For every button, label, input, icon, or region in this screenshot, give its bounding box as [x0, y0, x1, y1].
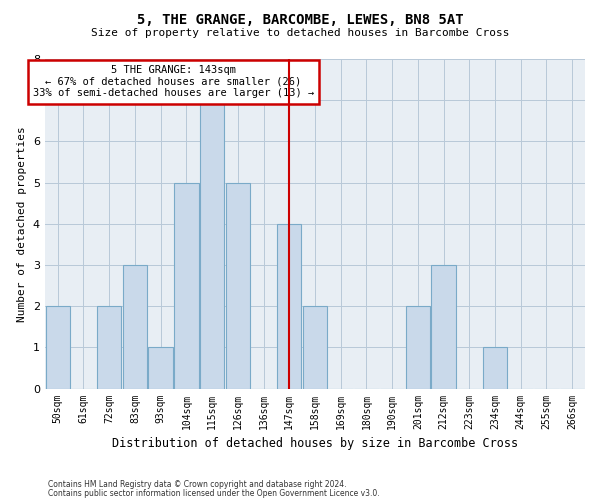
Y-axis label: Number of detached properties: Number of detached properties	[17, 126, 28, 322]
Bar	[226, 182, 250, 388]
Bar	[303, 306, 327, 388]
Bar	[277, 224, 301, 388]
Bar	[46, 306, 70, 388]
Bar	[148, 348, 173, 389]
Bar	[200, 100, 224, 388]
Bar	[97, 306, 121, 388]
Bar	[123, 265, 147, 388]
Text: Contains HM Land Registry data © Crown copyright and database right 2024.: Contains HM Land Registry data © Crown c…	[48, 480, 347, 489]
Text: 5, THE GRANGE, BARCOMBE, LEWES, BN8 5AT: 5, THE GRANGE, BARCOMBE, LEWES, BN8 5AT	[137, 12, 463, 26]
Text: Size of property relative to detached houses in Barcombe Cross: Size of property relative to detached ho…	[91, 28, 509, 38]
Bar	[483, 348, 507, 389]
Bar	[406, 306, 430, 388]
Bar	[174, 182, 199, 388]
Text: Contains public sector information licensed under the Open Government Licence v3: Contains public sector information licen…	[48, 488, 380, 498]
Text: 5 THE GRANGE: 143sqm
← 67% of detached houses are smaller (26)
33% of semi-detac: 5 THE GRANGE: 143sqm ← 67% of detached h…	[33, 65, 314, 98]
X-axis label: Distribution of detached houses by size in Barcombe Cross: Distribution of detached houses by size …	[112, 437, 518, 450]
Bar	[431, 265, 456, 388]
